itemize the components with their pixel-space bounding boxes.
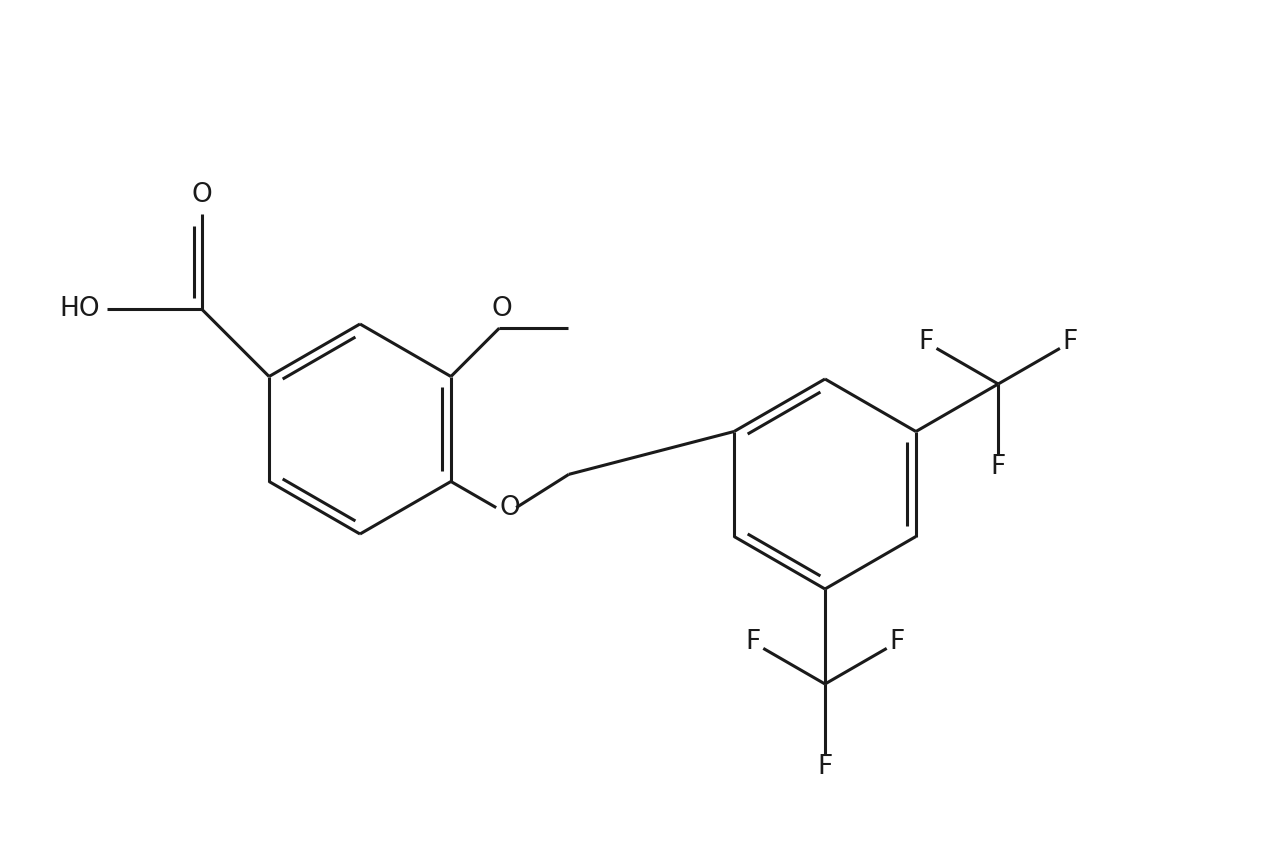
Text: O: O (499, 494, 520, 521)
Text: HO: HO (60, 296, 100, 322)
Text: F: F (890, 629, 905, 656)
Text: F: F (919, 329, 934, 355)
Text: F: F (990, 454, 1005, 480)
Text: O: O (492, 296, 513, 322)
Text: F: F (818, 754, 833, 780)
Text: O: O (191, 182, 213, 208)
Text: F: F (1062, 329, 1077, 355)
Text: F: F (746, 629, 761, 656)
